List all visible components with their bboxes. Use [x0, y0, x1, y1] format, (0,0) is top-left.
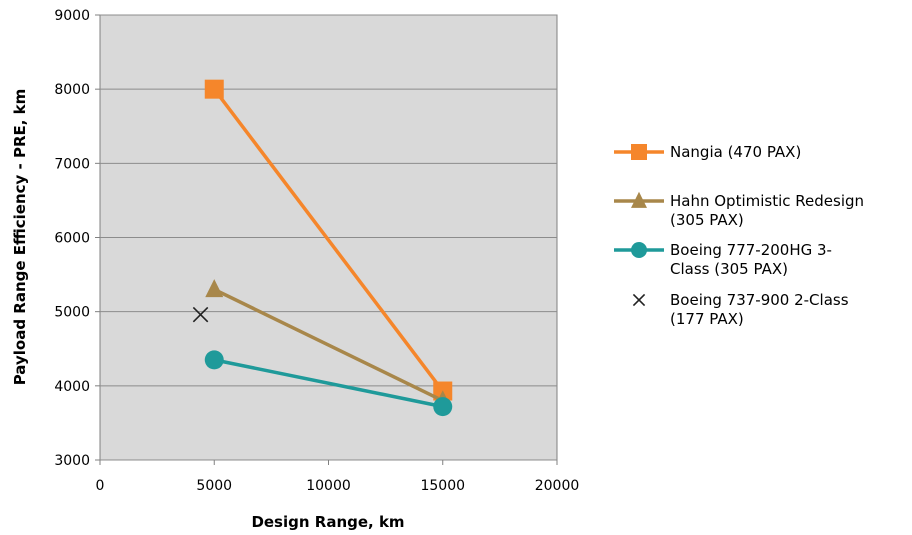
series-line: [213, 287, 444, 403]
legend-label: Nangia (470 PAX): [670, 143, 801, 161]
data-point-triangle: [205, 279, 224, 298]
series: [192, 306, 209, 323]
legend-label: (305 PAX): [670, 211, 744, 229]
data-point-circle: [433, 397, 453, 417]
legend-item: Nangia (470 PAX): [614, 143, 801, 161]
x-axis-ticks: 0 5000 10000 15000 20000: [96, 460, 580, 494]
y-tick-label: 3000: [54, 453, 90, 469]
legend-label: (177 PAX): [670, 310, 744, 328]
data-point-circle: [631, 242, 647, 258]
legend-label: Boeing 777-200HG 3-: [670, 241, 832, 259]
series-line: [212, 88, 445, 393]
data-point-circle: [204, 350, 224, 370]
y-tick-label: 7000: [54, 156, 90, 172]
x-tick-label: 5000: [196, 478, 232, 494]
series-layer: [192, 79, 453, 417]
y-tick-label: 9000: [54, 8, 90, 24]
series: [204, 350, 453, 417]
data-point-x: [192, 306, 209, 323]
data-point-x: [632, 293, 646, 307]
y-tick-label: 5000: [54, 305, 90, 321]
legend-item: Boeing 777-200HG 3-Class (305 PAX): [614, 241, 832, 278]
data-point-square: [204, 79, 224, 99]
gridlines: [100, 14, 557, 461]
x-axis-title: Design Range, km: [251, 513, 404, 531]
y-tick-label: 4000: [54, 379, 90, 395]
legend: Nangia (470 PAX) Hahn Optimistic Redesign…: [614, 143, 864, 328]
series-line: [213, 358, 444, 409]
x-tick-label: 10000: [306, 478, 351, 494]
x-tick-label: 20000: [535, 478, 580, 494]
legend-item: Boeing 737-900 2-Class(177 PAX): [632, 291, 849, 328]
data-point-triangle: [631, 191, 647, 208]
x-tick-label: 15000: [420, 478, 465, 494]
y-tick-label: 8000: [54, 82, 90, 98]
y-tick-label: 6000: [54, 231, 90, 247]
data-point-square: [631, 144, 647, 160]
legend-label: Hahn Optimistic Redesign: [670, 192, 864, 210]
legend-label: Boeing 737-900 2-Class: [670, 291, 849, 309]
y-axis-ticks: 3000 4000 5000 6000 7000 8000 9000: [54, 8, 100, 469]
y-axis-title: Payload Range Efficiency - PRE, km: [11, 89, 29, 386]
legend-label: Class (305 PAX): [670, 260, 788, 278]
legend-item: Hahn Optimistic Redesign(305 PAX): [614, 191, 864, 229]
x-tick-label: 0: [96, 478, 105, 494]
